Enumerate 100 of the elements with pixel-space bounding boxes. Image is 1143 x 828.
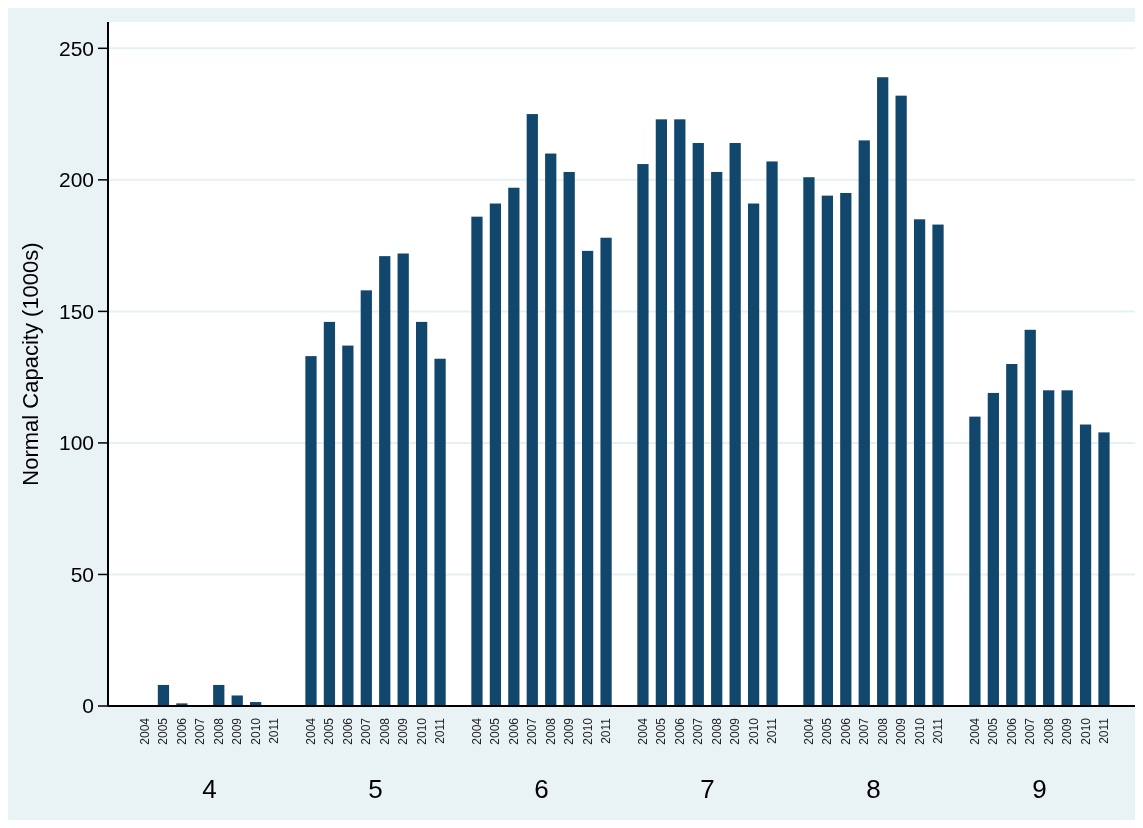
bar — [858, 140, 870, 706]
bar — [1006, 364, 1018, 706]
x-tick-label: 2004 — [138, 717, 152, 745]
x-tick-label: 2006 — [838, 717, 853, 745]
bar — [563, 171, 575, 706]
x-tick-label: 2005 — [322, 717, 337, 745]
bar — [1061, 390, 1073, 706]
text: 6 — [534, 774, 549, 804]
x-tick-label: 2009 — [396, 717, 411, 745]
bar — [877, 77, 889, 706]
bar — [489, 203, 502, 706]
x-tick-label: 2004 — [303, 717, 318, 745]
x-tick-label: 2009 — [894, 717, 909, 745]
x-tick-label: 2006 — [506, 717, 521, 745]
bar — [379, 256, 391, 706]
x-tick-label: 2010 — [414, 717, 429, 745]
bar — [803, 177, 815, 706]
x-tick-label: 2010 — [1078, 717, 1093, 745]
bar — [674, 119, 686, 706]
text: 8 — [866, 774, 881, 804]
x-tick-label: 2008 — [543, 717, 558, 745]
bar — [895, 95, 907, 706]
x-tick-label: 2010 — [746, 717, 761, 745]
x-tick-label: 2009 — [728, 717, 743, 745]
x-tick-label: 2005 — [986, 717, 1001, 745]
bar — [1024, 329, 1036, 706]
x-tick-label: 2010 — [580, 717, 595, 745]
y-tick-label: 200 — [58, 168, 94, 192]
x-tick-label: 2004 — [801, 717, 816, 745]
x-tick-label: 2007 — [857, 717, 872, 745]
bar — [747, 203, 760, 706]
x-tick-label: 2007 — [193, 717, 208, 745]
text: 5 — [368, 774, 383, 804]
bar — [397, 253, 409, 706]
text: 9 — [1032, 774, 1047, 804]
y-axis-title: Normal Capacity (1000s) — [18, 242, 43, 486]
bar — [360, 290, 372, 706]
y-tick-label: 50 — [70, 562, 94, 586]
x-tick-label: 2005 — [820, 717, 835, 745]
bar — [711, 171, 723, 706]
x-tick-label: 2006 — [672, 717, 687, 745]
y-tick-label: 0 — [82, 694, 94, 718]
bar — [526, 114, 538, 706]
bar — [1098, 432, 1110, 706]
x-tick-label: 2011 — [931, 717, 946, 744]
bar — [545, 153, 557, 706]
x-tick-label: 2011 — [599, 717, 614, 744]
bar — [987, 392, 999, 706]
bar — [655, 119, 668, 706]
x-tick-label: 2011 — [1097, 717, 1111, 744]
x-tick-label: 2011 — [433, 717, 448, 744]
x-tick-label: 2011 — [267, 717, 282, 744]
y-tick-label: 250 — [58, 36, 94, 60]
bar — [305, 356, 317, 706]
bar — [932, 224, 944, 706]
x-tick-label: 2008 — [709, 717, 724, 745]
bar — [581, 250, 594, 706]
x-tick-label: 2006 — [174, 717, 189, 745]
x-tick-label: 2006 — [340, 717, 355, 745]
bar — [416, 321, 428, 706]
x-tick-label: 2011 — [765, 717, 780, 744]
x-tick-label: 2010 — [248, 717, 263, 745]
bar — [323, 321, 336, 706]
bar — [1043, 390, 1055, 706]
x-tick-label: 2009 — [562, 717, 577, 745]
bar — [840, 193, 852, 706]
x-tick-label: 2008 — [1041, 717, 1056, 745]
bar — [231, 695, 243, 706]
bar — [600, 237, 612, 706]
x-tick-label: 2009 — [1060, 717, 1075, 745]
bar — [729, 143, 741, 706]
y-tick-label: 150 — [58, 299, 94, 323]
bar — [508, 187, 520, 706]
bar — [637, 164, 649, 706]
x-tick-label: 2009 — [230, 717, 245, 745]
bar — [434, 358, 446, 706]
y-tick-label: 100 — [58, 431, 94, 455]
x-tick-label: 2010 — [912, 717, 927, 745]
x-tick-label: 2004 — [635, 717, 650, 745]
bar — [692, 143, 704, 706]
x-tick-label: 2008 — [875, 717, 890, 745]
bar — [213, 684, 225, 706]
x-tick-label: 2005 — [654, 717, 669, 745]
bar — [913, 219, 926, 706]
x-tick-label: 2007 — [359, 717, 374, 745]
x-tick-label: 2006 — [1004, 717, 1019, 745]
x-tick-label: 2005 — [488, 717, 503, 745]
x-tick-label: 2008 — [377, 717, 392, 745]
bar — [969, 416, 981, 706]
bar — [157, 684, 170, 706]
x-tick-label: 2004 — [967, 717, 982, 745]
bar — [471, 216, 483, 706]
text: 4 — [202, 774, 217, 804]
bar — [766, 161, 778, 706]
bar — [1079, 424, 1092, 706]
text: 7 — [700, 774, 715, 804]
x-tick-label: 2007 — [525, 717, 540, 745]
x-tick-label: 2007 — [1023, 717, 1038, 745]
bar — [342, 345, 354, 706]
x-tick-label: 2007 — [691, 717, 706, 745]
